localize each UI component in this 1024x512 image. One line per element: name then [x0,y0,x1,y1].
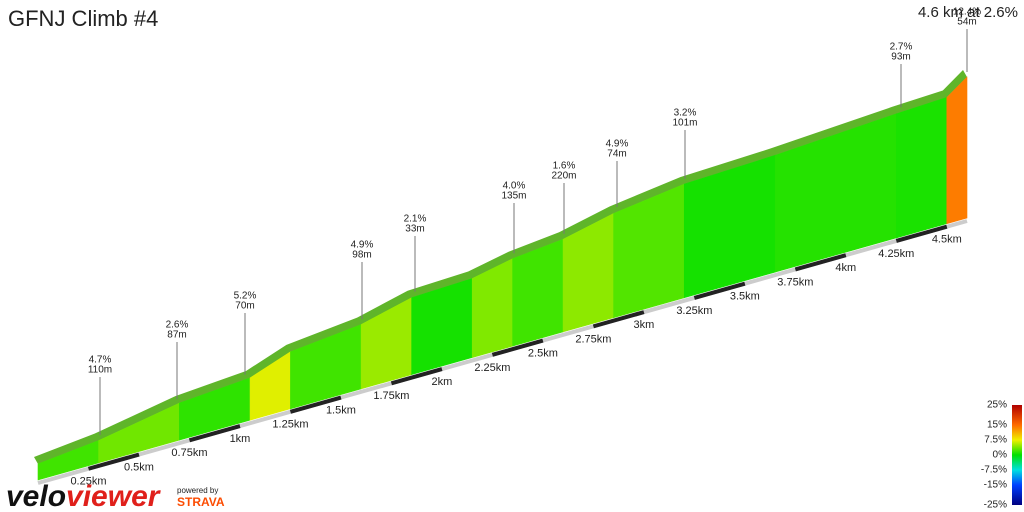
x-tick-label: 4km [835,262,856,274]
powered-by: powered by [177,486,218,495]
annotation-grade: 4.7% [89,355,112,366]
annotation-grade: 2.6% [166,320,189,331]
x-tick-label: 1km [230,433,251,445]
annotation-grade: 5.2% [234,291,257,302]
annotation-length: 110m [88,365,112,376]
x-tick-band [794,253,847,272]
annotation-grade: 12.4% [953,7,981,18]
profile-segment [896,97,948,239]
annotation-length: 70m [235,301,254,312]
x-tick-label: 3.75km [777,276,813,288]
x-tick-band [592,310,645,329]
logo-b: viewer [66,480,162,512]
x-tick-label: 1.5km [326,404,356,416]
profile-top [34,70,967,465]
x-tick-label: 0.5km [124,461,154,473]
annotation-grade: 2.1% [404,214,427,225]
x-tick-label: 3.5km [730,291,760,303]
annotation-grade: 4.0% [503,181,526,192]
x-tick-label: 4.25km [878,248,914,260]
logo-a: velo [6,480,66,512]
annotation-grade: 4.9% [606,139,629,150]
annotation-length: 135m [501,191,526,202]
profile-segment [360,297,412,390]
legend-tick-label: -15% [984,480,1007,491]
x-tick-band [895,224,948,243]
partner: STRAVA [177,495,225,509]
legend-tick-label: 25% [987,400,1007,411]
x-tick-label: 2.75km [575,333,611,345]
x-tick-band [188,424,241,443]
annotation-grade: 4.9% [351,240,374,251]
legend-tick-label: 7.5% [984,435,1007,446]
x-tick-band [390,367,443,386]
legend-tick-label: -25% [984,500,1007,511]
annotation-grade: 3.2% [674,108,697,119]
annotation-length: 101m [672,118,697,129]
x-tick-label: 2.25km [474,362,510,374]
x-tick-label: 4.5km [932,234,962,246]
x-tick-band [693,281,746,300]
x-tick-band [87,452,140,471]
chart-subtitle: 4.6 km at 2.6% [918,4,1018,21]
x-tick-label: 0.75km [171,447,207,459]
x-tick-label: 2km [432,376,453,388]
x-tick-band [289,395,342,414]
x-tick-label: 2.5km [528,348,558,360]
profile-segment [946,76,968,225]
legend-tick-label: 15% [987,420,1007,431]
chart-title: GFNJ Climb #4 [8,6,158,31]
legend-tick-label: 0% [993,450,1008,461]
annotation-length: 54m [957,17,976,28]
x-tick-label: 3.25km [676,305,712,317]
annotation-grade: 2.7% [890,42,913,53]
logo: veloviewer [6,480,162,512]
x-tick-label: 3km [633,319,654,331]
annotation-length: 33m [405,224,424,235]
annotation-length: 93m [891,52,910,63]
x-tick-label: 0.25km [70,476,106,488]
annotation-length: 74m [607,149,626,160]
annotation-length: 87m [167,330,186,341]
x-tick-label: 1.75km [373,390,409,402]
x-tick-band [491,338,544,357]
x-tick-label: 1.25km [272,419,308,431]
legend-bar [1012,405,1022,505]
annotation-length: 220m [551,171,576,182]
legend-tick-label: -7.5% [981,465,1007,476]
annotation-grade: 1.6% [553,161,576,172]
annotation-length: 98m [352,250,371,261]
